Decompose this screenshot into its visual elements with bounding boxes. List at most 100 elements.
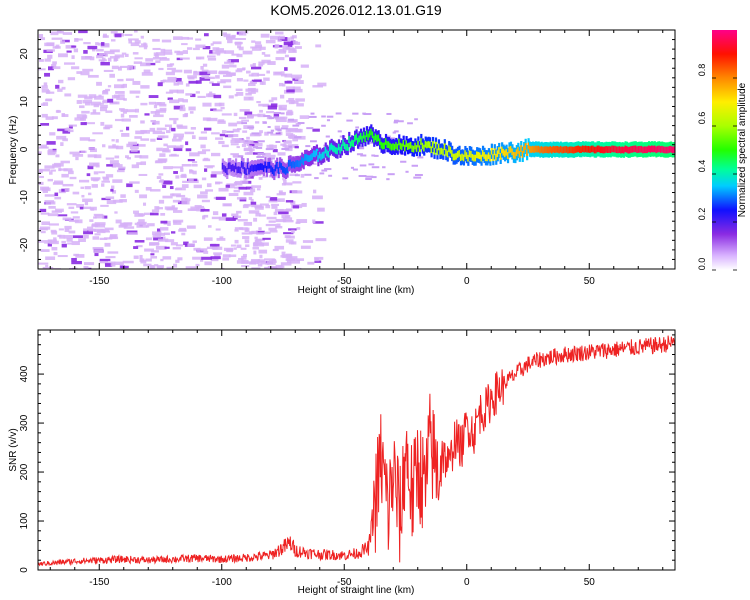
noise-speckle [169,117,179,121]
noise-speckle [232,153,239,158]
snr-panel: -150 -100 -50 0 50 0 100 200 300 400 Height of s… [8,329,676,596]
ridge-core [451,150,454,157]
ridge-core [227,162,230,170]
noise-speckle [274,46,278,49]
noise-speckle [152,57,162,60]
x-tick-label: -150 [89,577,109,588]
noise-speckle [102,215,108,219]
noise-speckle [286,100,295,103]
noise-speckle [282,254,293,259]
noise-speckle [163,51,173,55]
noise-speckle [94,222,106,226]
noise-speckle [187,37,193,40]
noise-speckle [368,163,375,166]
noise-speckle [109,49,120,53]
ridge-core [415,145,418,152]
ridge-core [436,148,439,156]
noise-speckle [252,114,261,117]
noise-speckle [82,99,93,104]
ridge-core [668,146,671,153]
ridge-core [427,141,430,148]
noise-speckle [72,191,80,195]
noise-speckle [262,237,271,240]
noise-speckle [192,256,202,260]
noise-speckle [79,206,84,210]
noise-speckle [161,56,167,59]
noise-speckle [114,94,120,99]
noise-speckle [201,74,210,78]
ridge-core [581,145,584,153]
noise-speckle [278,48,285,52]
ridge-core [289,159,292,167]
ridge-core [543,146,546,154]
ridge-core [434,141,438,149]
noise-speckle [167,67,176,70]
ridge-core [524,143,527,150]
ridge-core [570,146,573,154]
ridge-core [258,163,261,171]
noise-speckle [258,177,263,180]
noise-speckle [94,249,103,253]
noise-speckle [283,41,294,46]
noise-speckle [236,121,243,125]
noise-speckle [94,233,101,236]
y-tick-label: 20 [19,48,30,60]
noise-speckle [99,237,108,241]
noise-speckle [296,267,302,269]
noise-speckle [181,232,186,236]
ridge-core [221,162,224,170]
ridge-core [304,154,307,161]
ridge-core [620,146,623,154]
noise-speckle [218,216,226,221]
noise-speckle [275,225,283,229]
noise-speckle [54,180,64,184]
noise-speckle [152,47,161,51]
noise-speckle [405,170,409,173]
y-tick-label: 10 [19,96,30,108]
ridge-core [643,146,646,154]
noise-speckle [263,231,271,234]
noise-speckle [82,198,93,202]
snr-x-label: Height of straight line (km) [298,585,415,596]
noise-speckle [74,117,85,121]
noise-speckle [253,217,258,222]
noise-speckle [286,259,292,263]
noise-speckle [147,223,155,227]
ridge-core [664,146,667,154]
noise-speckle [244,140,249,143]
noise-speckle [57,128,67,132]
noise-speckle [193,184,202,189]
ridge-core [399,142,402,150]
noise-speckle [295,128,303,133]
noise-speckle [247,114,254,118]
noise-speckle [107,98,114,103]
noise-speckle [192,47,200,51]
noise-speckle [263,77,270,81]
noise-speckle [234,227,243,230]
noise-speckle [195,38,202,41]
noise-speckle [266,216,277,220]
noise-speckle [190,93,196,98]
noise-speckle [289,57,296,62]
noise-speckle [219,133,226,137]
ridge-core [430,146,433,154]
ridge-core [479,152,482,160]
noise-speckle [40,249,50,252]
ridge-core [603,146,606,154]
noise-speckle [266,261,276,265]
ridge-core [520,145,523,152]
noise-speckle [175,244,184,247]
noise-speckle [48,223,59,226]
ridge-core [411,145,414,152]
noise-speckle [256,188,261,191]
noise-speckle [39,226,51,230]
ridge-core [467,154,470,162]
noise-speckle [285,133,294,136]
noise-speckle [99,107,108,112]
noise-speckle [248,74,254,77]
noise-speckle [64,187,70,192]
noise-speckle [258,214,266,217]
noise-speckle [236,244,242,249]
noise-speckle [71,257,77,262]
noise-speckle [232,128,240,133]
